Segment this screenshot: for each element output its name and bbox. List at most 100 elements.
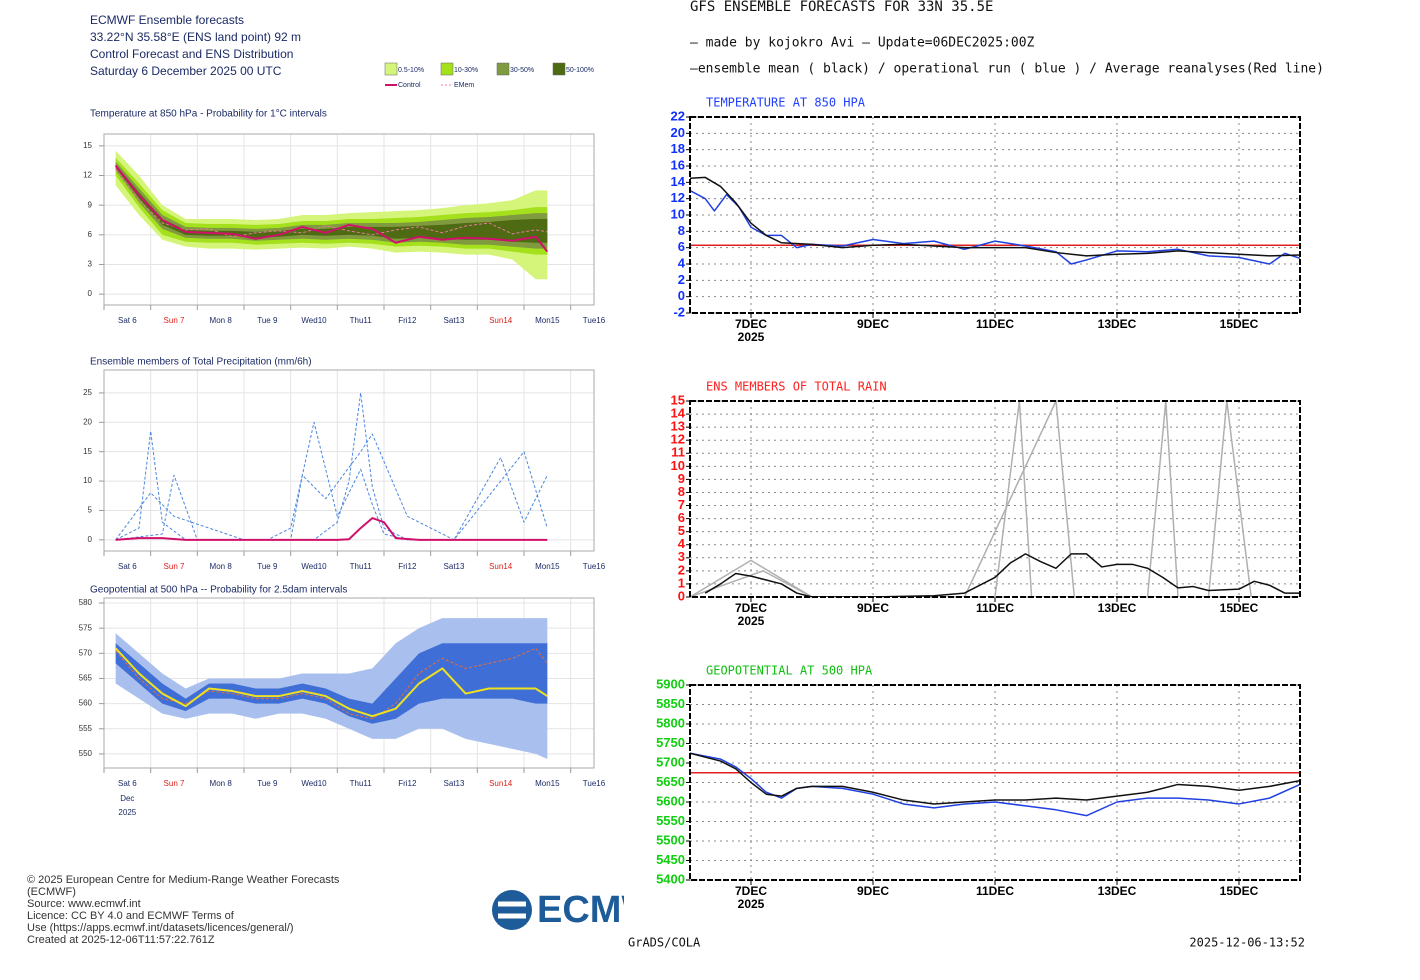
y-tick-label: 10 [671, 458, 685, 473]
y-tick-label: 9 [678, 471, 685, 486]
logo: ECMWF [492, 889, 624, 931]
x-tick-label: 13DEC [1098, 884, 1137, 898]
chart-title: Geopotential at 500 hPa -- Probability f… [90, 585, 347, 596]
series-line [690, 401, 1300, 597]
plot-area [690, 176, 1300, 265]
gfs-title: GFS ENSEMBLE FORECASTS FOR 33N 35.5E [690, 0, 993, 15]
x-tick-label: Sat 6 [118, 779, 137, 788]
series-line [690, 189, 1300, 265]
y-tick-label: 15 [83, 447, 92, 456]
x-tick-label: 13DEC [1098, 317, 1137, 331]
x-tick-label: Thu11 [350, 562, 373, 571]
x-tick-label: 9DEC [857, 317, 889, 331]
y-tick-label: 570 [79, 648, 93, 657]
x-axis-year: 2025 [738, 614, 765, 628]
series-line [114, 165, 549, 253]
logo-mark [498, 901, 526, 919]
band [115, 164, 548, 243]
x-tick-label: 15DEC [1220, 317, 1259, 331]
series-line [115, 421, 548, 541]
y-tick-label: 560 [79, 699, 93, 708]
y-tick-label: 1 [678, 575, 685, 590]
x-tick-label: Mon15 [535, 316, 560, 325]
y-tick-label: -2 [673, 304, 685, 319]
y-tick-label: 12 [671, 432, 685, 447]
plot-area [115, 392, 548, 541]
series-line [690, 401, 1300, 597]
y-tick-label: 5700 [656, 754, 685, 769]
ecmwf-header: ECMWF Ensemble forecasts [90, 13, 244, 27]
plot-frame [689, 684, 1301, 881]
x-tick-label: 9DEC [857, 601, 889, 615]
y-tick-label: 3 [678, 549, 685, 564]
chart-title: GEOPOTENTIAL AT 500 HPA [706, 664, 873, 678]
x-tick-label: Sun 7 [164, 562, 185, 571]
x-tick-label: Wed10 [301, 779, 327, 788]
series-line [115, 647, 548, 720]
gfs-header: —ensemble mean ( black) / operational ru… [690, 62, 1324, 77]
y-tick-label: 5 [88, 506, 93, 515]
x-tick-label: 11DEC [976, 317, 1014, 331]
x-tick-label: Mon15 [535, 779, 560, 788]
y-tick-label: 5400 [656, 871, 685, 886]
y-tick-label: 575 [79, 623, 93, 632]
y-tick-label: 6 [678, 239, 685, 254]
series-line [115, 517, 548, 541]
legend-swatch [496, 62, 510, 76]
y-tick-label: 14 [671, 406, 686, 421]
y-tick-label: 580 [79, 598, 93, 607]
x-tick-label: 11DEC [976, 601, 1014, 615]
gfs-footer: 2025-12-06-13:52 [1189, 936, 1305, 950]
legend-swatch [384, 62, 398, 76]
ecmwf-header: Saturday 6 December 2025 00 UTC [90, 64, 282, 78]
series-line [704, 553, 1300, 597]
x-tick-label: Sun14 [489, 316, 513, 325]
legend-label: 0.5-10% [398, 67, 424, 74]
plot-frame [103, 133, 595, 306]
ecmwf-header: 33.22°N 35.58°E (ENS land point) 92 m [90, 30, 301, 44]
legend-label: EMem [454, 82, 474, 89]
y-tick-label: 5600 [656, 793, 685, 808]
series-line [115, 392, 548, 541]
y-tick-label: 5500 [656, 832, 685, 847]
x-tick-label: Tue16 [583, 562, 606, 571]
legend-label: Control [398, 82, 421, 89]
y-tick-label: 550 [79, 749, 93, 758]
chart-title: Ensemble members of Total Precipitation … [90, 357, 312, 368]
x-tick-label: Tue 9 [257, 316, 278, 325]
x-tick-label: Sat13 [444, 779, 465, 788]
x-tick-label: 15DEC [1220, 601, 1259, 615]
x-tick-label: Sat13 [444, 316, 465, 325]
y-tick-label: 15 [83, 141, 92, 150]
x-axis-month: Dec [120, 794, 134, 803]
x-tick-label: Mon 8 [210, 316, 233, 325]
plot-area [690, 401, 1300, 597]
y-tick-label: 22 [671, 108, 685, 123]
y-tick-label: 2 [678, 562, 685, 577]
y-tick-label: 0 [678, 588, 685, 603]
y-tick-label: 16 [671, 157, 685, 172]
y-tick-label: 13 [671, 419, 685, 434]
x-tick-label: Wed10 [301, 562, 327, 571]
footer-text: Use (https://apps.ecmwf.int/datasets/lic… [27, 922, 294, 934]
x-axis-year: 2025 [738, 330, 765, 344]
y-tick-label: 6 [678, 510, 685, 525]
x-tick-label: Sat13 [444, 562, 465, 571]
y-tick-label: 0 [678, 288, 685, 303]
plot-frame [689, 116, 1301, 314]
gfs-header: — made by kojokro Avi — Update=06DEC2025… [690, 36, 1035, 51]
legend-label: 10-30% [454, 67, 478, 74]
footer-text: Licence: CC BY 4.0 and ECMWF Terms of [27, 910, 235, 922]
chart-title: Temperature at 850 hPa - Probability for… [90, 109, 327, 120]
plot-area [114, 150, 549, 280]
x-tick-label: Sat 6 [118, 562, 137, 571]
footer-text: © 2025 European Centre for Medium-Range … [27, 874, 340, 886]
y-tick-label: 18 [671, 141, 685, 156]
x-tick-label: Mon 8 [210, 779, 233, 788]
x-tick-label: Thu11 [350, 316, 373, 325]
chart-title: ENS MEMBERS OF TOTAL RAIN [706, 380, 887, 394]
x-tick-label: 7DEC [735, 884, 767, 898]
y-tick-label: 25 [83, 388, 92, 397]
x-tick-label: Tue16 [583, 779, 606, 788]
